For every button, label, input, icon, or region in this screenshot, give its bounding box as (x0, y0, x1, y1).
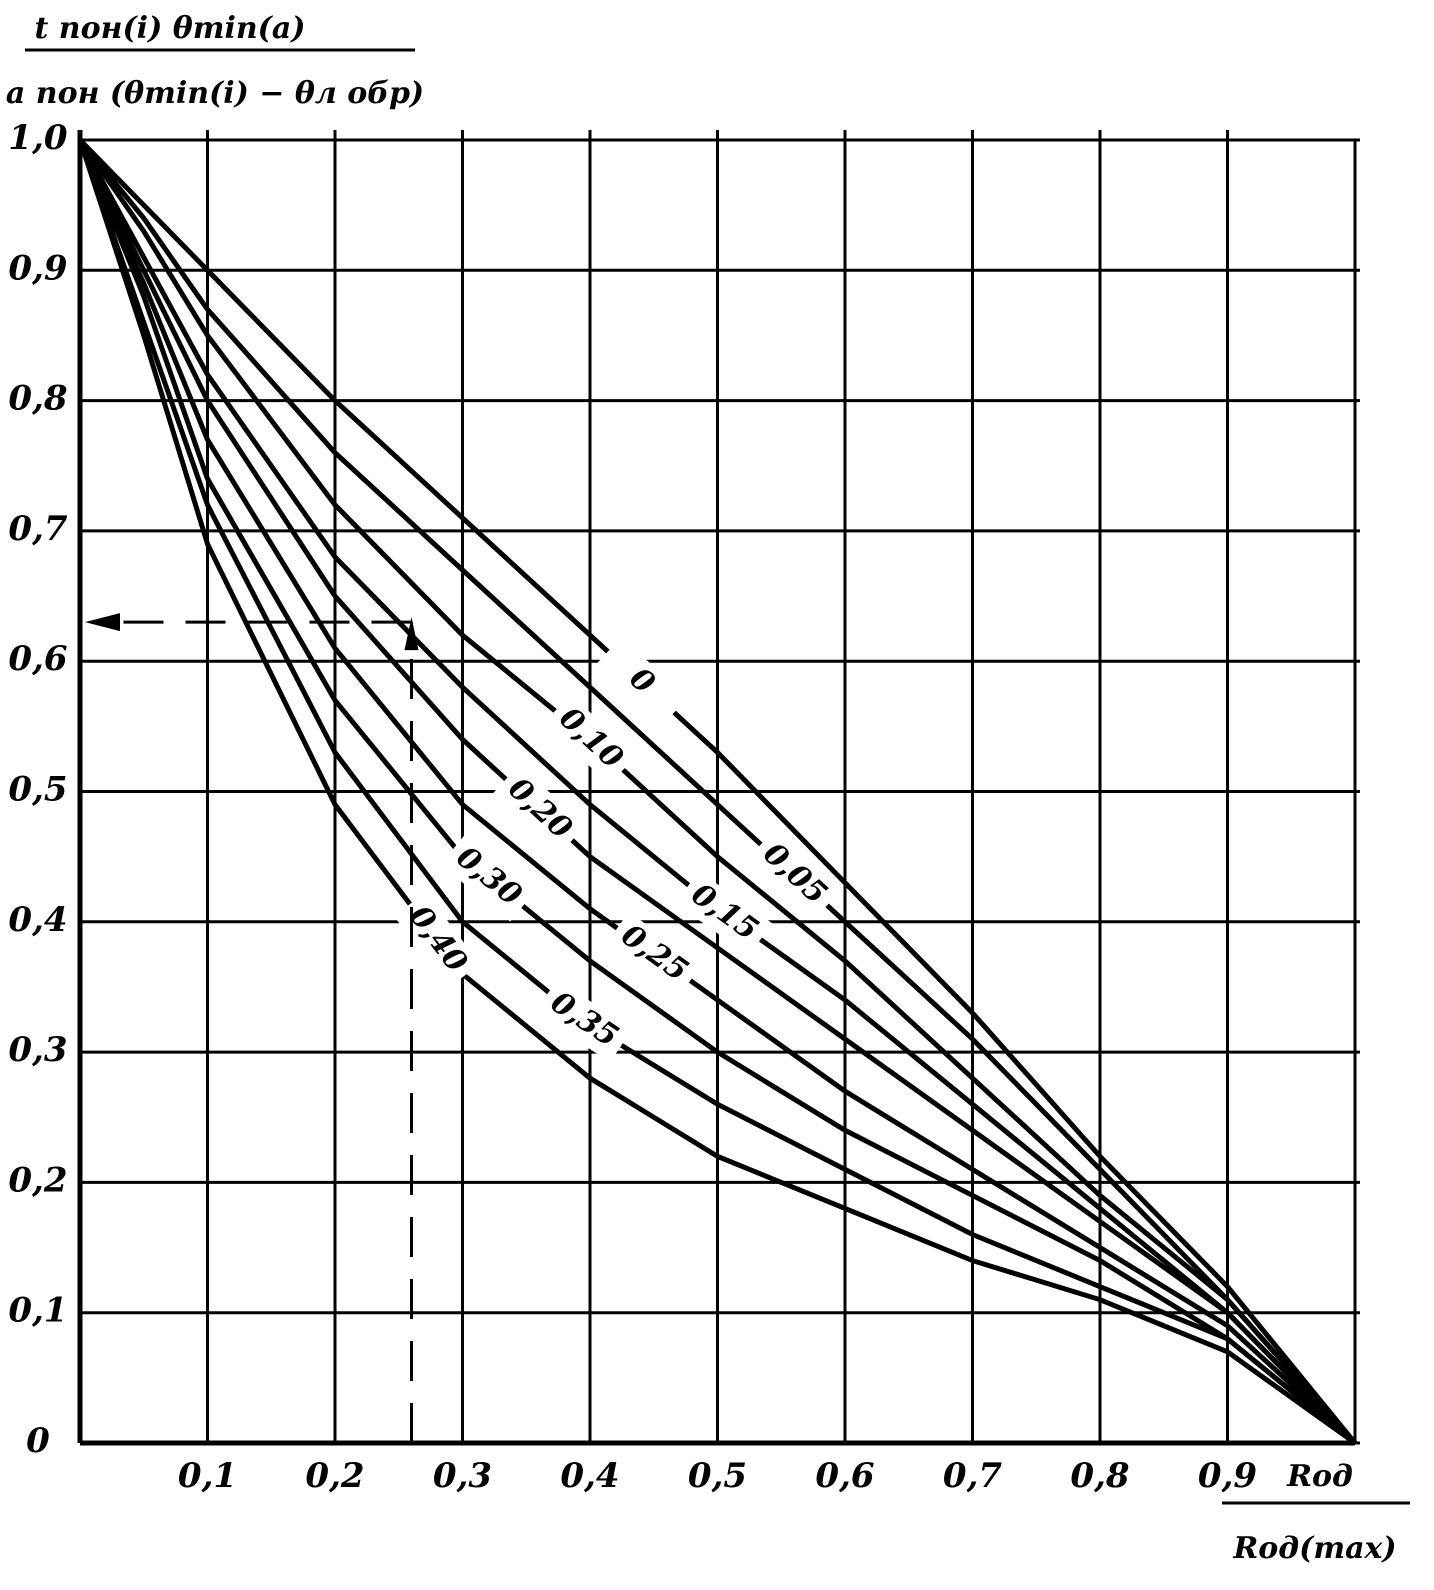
label-gap (605, 911, 702, 997)
y-tick-label: 1,0 (8, 118, 67, 158)
y-label-denominator: a пон (θmin(i) − θл обр) (6, 76, 424, 111)
curve-label-group: 0,35 (535, 979, 633, 1063)
arrow-head (404, 617, 419, 651)
x-tick-label: 0,8 (1070, 1456, 1129, 1496)
x-tick-label: 0,1 (178, 1456, 237, 1496)
x-tick-label: 0,5 (688, 1456, 747, 1496)
y-label-numerator: t пон(i) θmin(a) (34, 11, 305, 46)
y-tick-label: 0 (26, 1421, 50, 1461)
y-tick-label: 0,9 (8, 248, 67, 288)
x-label-denominator: Rод(max) (1232, 1531, 1396, 1566)
x-tick-label: 0,4 (560, 1456, 619, 1496)
curve (77, 138, 1357, 1445)
x-tick-label: 0,3 (433, 1456, 492, 1496)
y-tick-label: 0,1 (8, 1291, 67, 1331)
y-tick-label: 0,2 (8, 1160, 67, 1200)
label-gap (543, 694, 637, 785)
label-gap (440, 833, 536, 922)
curve (77, 139, 1357, 1445)
x-tick-label: 0,7 (943, 1456, 1002, 1496)
curve (78, 138, 1357, 1445)
x-tick-label: 0,6 (815, 1456, 874, 1496)
x-tick-label: 0,9 (1198, 1456, 1257, 1496)
y-tick-label: 0,6 (8, 639, 67, 679)
curve (77, 139, 1357, 1445)
curve (77, 138, 1357, 1445)
x-label-numerator: Rод (1286, 1459, 1353, 1494)
x-tick-label: 0,2 (305, 1456, 364, 1496)
y-tick-label: 0,7 (8, 509, 67, 549)
label-gap (492, 764, 586, 855)
curve (77, 139, 1357, 1446)
y-tick-label: 0,5 (8, 770, 67, 810)
y-tick-label: 0,3 (8, 1030, 67, 1070)
label-gap (393, 892, 481, 989)
curve (77, 138, 1357, 1445)
label-gap (747, 829, 841, 921)
y-tick-label: 0,8 (8, 379, 67, 419)
curve-label-group: 0,40 (393, 892, 481, 989)
label-gap (675, 870, 773, 956)
label-gap (535, 979, 633, 1063)
curve-label-group: 0,15 (675, 870, 773, 956)
arrow-head (85, 613, 120, 632)
label-gap (594, 636, 688, 728)
y-tick-label: 0,4 (8, 900, 67, 940)
